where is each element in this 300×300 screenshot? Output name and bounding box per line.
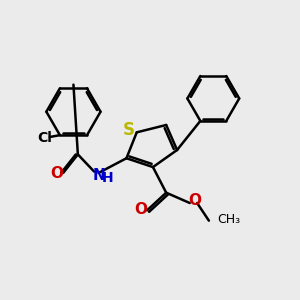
Text: O: O — [134, 202, 147, 217]
Text: Cl: Cl — [37, 131, 52, 145]
Text: S: S — [122, 121, 134, 139]
Text: O: O — [188, 193, 201, 208]
Text: CH₃: CH₃ — [218, 213, 241, 226]
Text: H: H — [102, 171, 114, 185]
Text: O: O — [50, 166, 63, 181]
Text: N: N — [93, 168, 105, 183]
